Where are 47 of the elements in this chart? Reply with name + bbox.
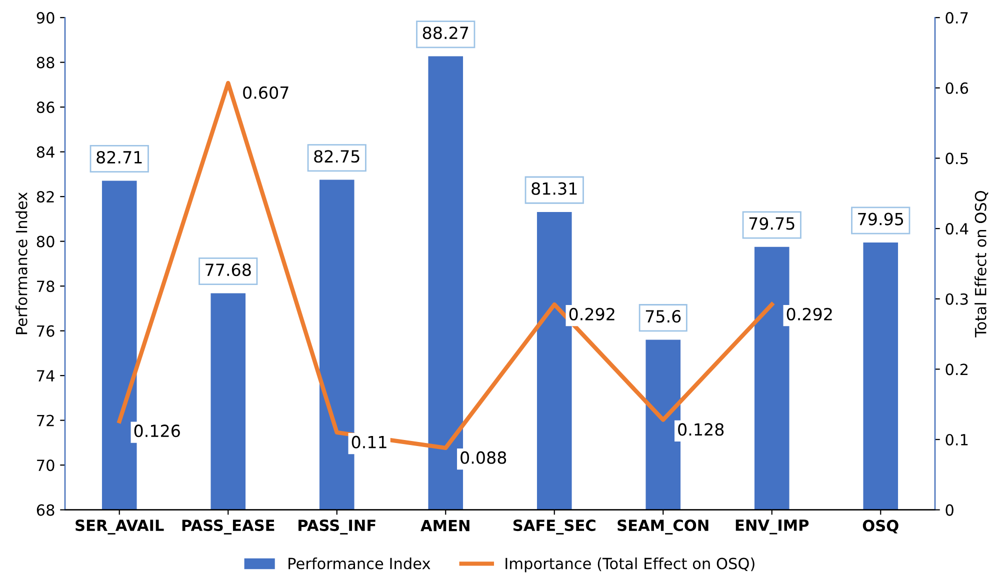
y-tick-label: 74 (37, 370, 54, 382)
data-label: 77.68 (206, 264, 251, 276)
y2-axis-title: Total Effect on OSQ (974, 190, 988, 338)
data-label: 88.27 (422, 26, 468, 40)
x-tick-label: OSQ (862, 520, 898, 534)
y-tick-label: 70 (37, 460, 54, 472)
y-tick-label: 82 (36, 191, 54, 203)
y2-tick-label: 0.7 (946, 12, 968, 24)
y-tick-label: 90 (36, 12, 54, 24)
data-label: 81.31 (532, 182, 577, 195)
data-label: 0.11 (352, 436, 386, 448)
y2-tick-label: 0.3 (946, 293, 968, 305)
y-tick-label: 80 (36, 236, 54, 248)
y-tick-label: 68 (36, 504, 54, 516)
data-label: 0.292 (786, 308, 832, 320)
y-tick-label: 84 (36, 146, 54, 158)
data-label: 0.128 (678, 423, 724, 436)
data-label: 82.71 (96, 150, 142, 164)
y-tick-label: 76 (37, 325, 54, 337)
data-label: 0.292 (569, 308, 614, 320)
data-label: 82.75 (314, 150, 360, 163)
y-tick-label: 78 (37, 280, 54, 292)
x-tick-label: PASS_INF (298, 520, 376, 534)
data-label: 0.088 (460, 451, 506, 464)
y-tick-label: 88 (36, 56, 54, 68)
data-label: 79.95 (858, 212, 904, 226)
x-tick-label: ENV_IMP (736, 520, 809, 534)
y2-tick-label: 0.5 (946, 152, 968, 164)
y2-tick-label: 0.6 (946, 82, 968, 94)
legend-label: Performance Index (288, 557, 430, 570)
y2-tick-label: 0.4 (946, 223, 968, 235)
data-label: 0.126 (134, 424, 180, 438)
data-label: 75.6 (646, 310, 681, 323)
y-tick-label: 86 (36, 102, 54, 114)
x-tick-label: SEAM_CON (618, 520, 708, 534)
legend-label: Importance (Total Effect on OSQ) (506, 557, 754, 572)
x-tick-label: SAFE_SEC (513, 520, 596, 534)
data-label: 79.75 (749, 217, 794, 230)
y-axis-title: Performance Index (15, 192, 28, 334)
data-label: 0.607 (243, 86, 288, 99)
y2-tick-label: 0.2 (946, 364, 968, 376)
x-tick-label: SER_AVAIL (76, 520, 164, 534)
x-tick-label: AMEN (420, 520, 470, 532)
y-tick-label: 72 (37, 414, 54, 426)
y2-tick-label: 0 (946, 504, 954, 516)
y2-tick-label: 0.1 (946, 434, 968, 446)
x-tick-label: PASS_EASE (182, 520, 274, 534)
